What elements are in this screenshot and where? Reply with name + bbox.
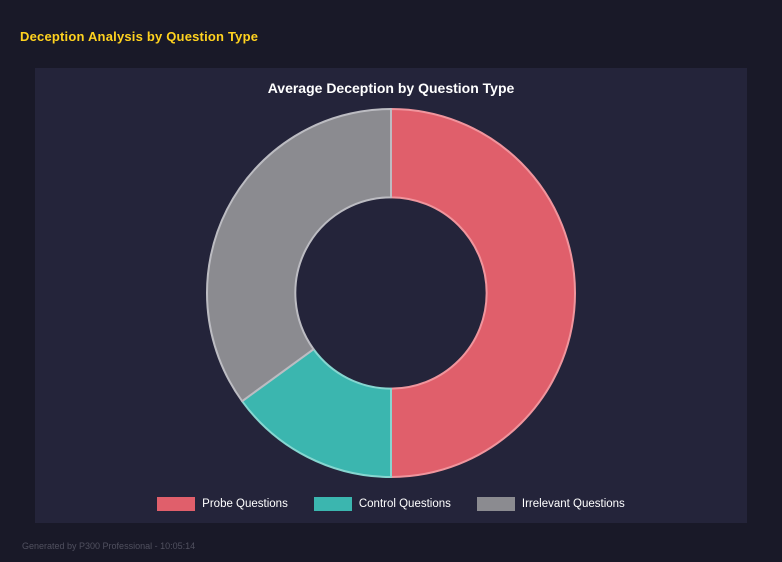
legend-label: Irrelevant Questions <box>521 498 625 510</box>
donut-segment-3[interactable] <box>206 108 392 403</box>
legend-item-irrelevant-questions[interactable]: Irrelevant Questions <box>476 497 625 511</box>
footer-text: Generated by P300 Professional - 10:05:1… <box>22 541 196 551</box>
chart-title: Average Deception by Question Type <box>267 80 515 96</box>
legend-label: Control Questions <box>358 498 451 510</box>
legend-swatch-3 <box>476 497 515 511</box>
donut-segment-1[interactable] <box>390 108 576 478</box>
chart-legend: Probe Questions Control Questions Irrele… <box>35 497 747 511</box>
legend-item-probe-questions[interactable]: Probe Questions <box>157 497 288 511</box>
donut-chart <box>206 108 576 478</box>
page-title: Deception Analysis by Question Type <box>20 29 259 44</box>
legend-item-control-questions[interactable]: Control Questions <box>313 497 451 511</box>
chart-panel: Average Deception by Question Type Probe… <box>35 68 747 523</box>
legend-swatch-2 <box>313 497 352 511</box>
legend-swatch-1 <box>157 497 196 511</box>
legend-label: Probe Questions <box>202 498 288 510</box>
